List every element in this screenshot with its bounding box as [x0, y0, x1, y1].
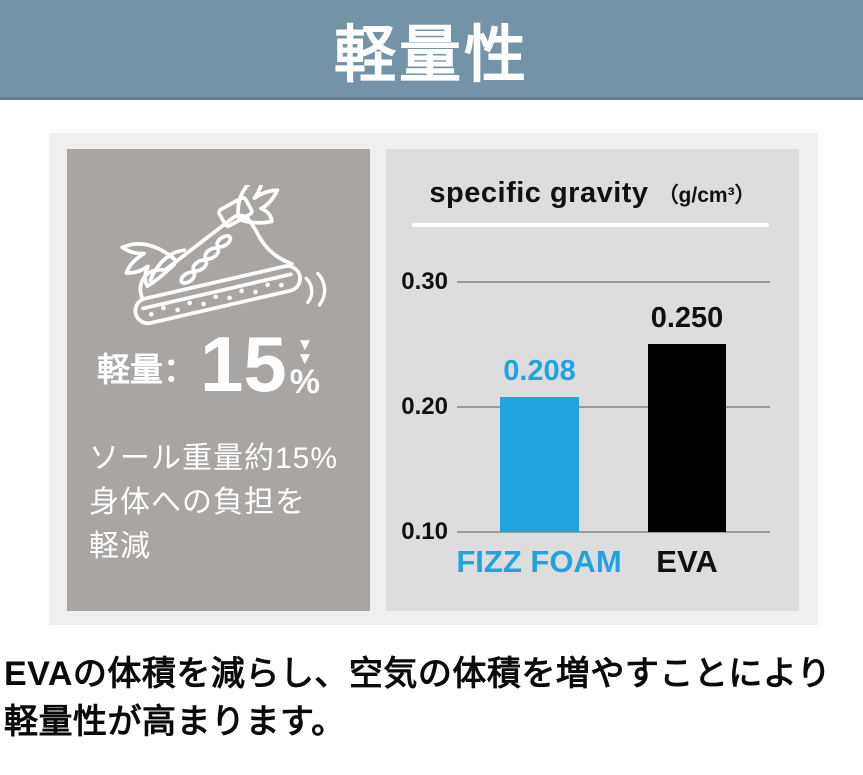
gridline — [457, 281, 770, 283]
headline-label: 軽量： — [97, 351, 196, 388]
title-underline — [412, 223, 769, 227]
category-label-fizz-foam: FIZZ FOAM — [456, 544, 622, 579]
header-band: 軽量性 — [0, 0, 863, 100]
main-container: 軽量： 15 ▼ ▼ % ソール重量約15% 身体への負担を 軽減 specif… — [49, 133, 818, 625]
weight-reduction-headline: 軽量： 15 ▼ ▼ % — [97, 325, 320, 403]
gridline — [457, 531, 770, 533]
headline-value: 15 — [200, 320, 287, 408]
page-title: 軽量性 — [333, 20, 529, 90]
down-arrow-icon: ▼ — [296, 348, 314, 368]
chart-unit-label: （g/cm³） — [657, 184, 756, 207]
bar-eva — [648, 344, 726, 532]
winged-sneaker-icon — [117, 171, 327, 335]
footer-caption: EVAの体積を減らし、空気の体積を増やすことにより 軽量性が高まります。 — [4, 650, 831, 746]
chart-title-row: specific gravity （g/cm³） — [386, 177, 799, 210]
footer-line: 軽量性が高まります。 — [4, 703, 346, 741]
weight-reduction-panel: 軽量： 15 ▼ ▼ % ソール重量約15% 身体への負担を 軽減 — [67, 149, 370, 611]
y-axis-tick: 0.10 — [401, 518, 448, 545]
description-line: 軽減 — [89, 530, 151, 563]
y-axis-tick: 0.20 — [401, 393, 448, 420]
down-arrow-icon: ▼ — [296, 335, 314, 355]
weight-reduction-description: ソール重量約15% 身体への負担を 軽減 — [89, 437, 338, 569]
description-line: ソール重量約15% — [89, 442, 339, 475]
bar-group-eva: 0.250 — [648, 302, 726, 532]
bar-group-fizz-foam: 0.208 — [500, 355, 579, 532]
chart-title: specific gravity — [429, 177, 649, 209]
headline-unit: % — [289, 363, 320, 402]
specific-gravity-chart-panel: specific gravity （g/cm³） 0.30 0.20 0.10 … — [386, 149, 799, 611]
category-label-eva: EVA — [656, 544, 718, 579]
headline-percent-column: ▼ ▼ % — [289, 335, 320, 403]
description-line: 身体への負担を — [89, 486, 306, 519]
footer-line: EVAの体積を減らし、空気の体積を増やすことにより — [4, 655, 832, 693]
bar-fizz-foam — [500, 397, 579, 532]
y-axis-tick: 0.30 — [401, 268, 448, 295]
bar-value-label: 0.250 — [650, 302, 724, 334]
bar-chart-plot: 0.30 0.20 0.10 0.208 0.250 FIZZ FOAM EVA — [401, 268, 770, 579]
bar-value-label: 0.208 — [503, 355, 576, 387]
gridline — [457, 406, 770, 408]
